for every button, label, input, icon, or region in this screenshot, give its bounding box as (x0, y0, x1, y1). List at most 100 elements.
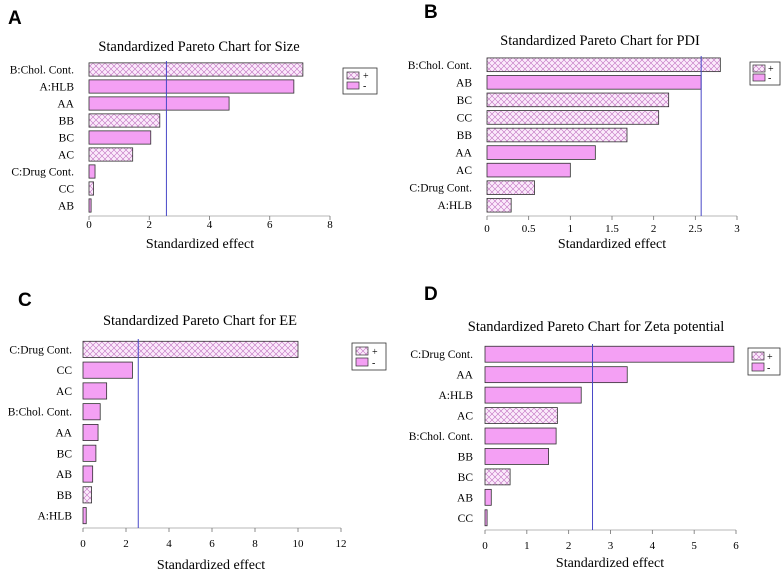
bar (486, 180, 535, 195)
bar (88, 62, 304, 77)
bar (486, 197, 512, 213)
chart-area: 0 2 4 6 8 B:Chol. Cont. A:HLB AA BB BC AC C:Drug Co… (10, 61, 333, 231)
legend-swatch-negative (355, 357, 369, 367)
bar (88, 79, 295, 94)
legend-label-negative: - (767, 363, 770, 374)
category-label: AC (56, 386, 72, 398)
panel-label-c: C (18, 290, 32, 311)
bar (484, 407, 558, 424)
category-label: AA (55, 428, 72, 440)
category-label: B:Chol. Cont. (409, 431, 473, 443)
category-label: AB (56, 469, 72, 481)
category-label: AA (57, 99, 74, 111)
bar (82, 486, 92, 504)
legend-swatch-negative (751, 362, 765, 372)
bar (82, 465, 94, 483)
legend: + - (749, 61, 781, 86)
bar (486, 92, 670, 108)
legend-swatch-positive (355, 346, 369, 356)
chart-area: 0 2 4 6 8 10 12 C:Drug Cont. CC AC B:Chol. Cont. AA… (8, 339, 347, 550)
category-label: AB (457, 492, 473, 504)
bar (484, 345, 735, 363)
bar (82, 382, 108, 400)
x-tick-label: 0.5 (522, 223, 536, 235)
category-label: BC (57, 448, 73, 460)
bar (88, 113, 161, 128)
legend: + - (747, 347, 781, 376)
category-label: B:Chol. Cont. (408, 60, 472, 72)
bar (82, 444, 97, 462)
bar (82, 423, 99, 442)
legend-swatch-negative (346, 81, 360, 90)
category-label: BC (458, 472, 474, 484)
bar (486, 57, 721, 73)
bar (484, 386, 582, 404)
bar (484, 488, 492, 506)
x-tick-label: 8 (252, 538, 258, 550)
legend-label-negative: - (372, 358, 375, 369)
bar (484, 366, 628, 384)
bar (88, 130, 152, 145)
x-tick-label: 6 (209, 538, 215, 550)
x-tick-label: 8 (327, 219, 333, 231)
category-label: AB (456, 77, 472, 89)
x-axis-label: Standardized effect (558, 237, 666, 252)
x-tick-label: 1 (568, 223, 574, 235)
x-tick-label: 10 (293, 538, 305, 550)
legend-box (342, 67, 378, 95)
category-label: CC (458, 513, 474, 525)
bar (88, 96, 230, 111)
x-axis-label: Standardized effect (157, 558, 265, 571)
chart-title: Standardized Pareto Chart for PDI (500, 33, 700, 49)
category-label: A:HLB (38, 511, 73, 523)
panel-d: D Standardized Pareto Chart for Zeta pot… (409, 284, 781, 571)
x-tick-label: 2 (147, 219, 153, 231)
bar (82, 403, 101, 421)
legend-swatch-positive (752, 64, 766, 73)
x-tick-label: 6 (733, 540, 739, 552)
panel-a: A Standardized Pareto Chart for Size 0 2 4… (8, 8, 378, 252)
legend-label-positive: + (768, 64, 774, 75)
x-tick-label: 0 (484, 223, 490, 235)
legend-swatch-positive (346, 71, 360, 80)
chart-area: 0 1 2 3 4 5 6 C:Drug Cont. AA A:HLB AC B:Chol. Cont… (409, 344, 739, 552)
category-label: B:Chol. Cont. (8, 407, 72, 419)
category-label: A:HLB (40, 82, 75, 94)
category-label: BB (458, 451, 474, 463)
category-label: CC (57, 365, 73, 377)
x-tick-label: 3 (608, 540, 614, 552)
x-tick-label: 2 (123, 538, 129, 550)
category-label: C:Drug Cont. (11, 167, 74, 179)
x-tick-label: 4 (650, 540, 656, 552)
category-label: CC (59, 184, 75, 196)
category-label: CC (457, 112, 473, 124)
category-label: BB (59, 116, 75, 128)
x-tick-label: 1.5 (605, 223, 619, 235)
panel-b: B Standardized Pareto Chart for PDI 0 0.5… (408, 2, 781, 252)
bar (484, 509, 488, 527)
bar (486, 162, 571, 178)
category-label: C:Drug Cont. (409, 183, 472, 195)
legend-label-positive: + (372, 347, 378, 358)
category-label: A:HLB (439, 390, 474, 402)
bar (88, 198, 92, 213)
x-tick-label: 5 (691, 540, 697, 552)
bar (88, 147, 134, 162)
x-tick-label: 1 (524, 540, 530, 552)
chart-title: Standardized Pareto Chart for Size (98, 39, 299, 55)
legend-label-positive: + (363, 71, 369, 82)
bar (486, 75, 702, 90)
category-label: AC (456, 165, 472, 177)
x-tick-label: 0 (80, 538, 86, 550)
panel-label-d: D (424, 284, 438, 305)
bar (82, 361, 133, 379)
bar (82, 340, 299, 358)
chart-title: Standardized Pareto Chart for EE (103, 313, 297, 329)
category-label: AC (457, 411, 473, 423)
category-label: B:Chol. Cont. (10, 65, 74, 77)
x-tick-label: 2 (566, 540, 572, 552)
x-tick-label: 6 (267, 219, 273, 231)
x-tick-label: 2.5 (688, 223, 702, 235)
category-label: BB (457, 130, 473, 142)
